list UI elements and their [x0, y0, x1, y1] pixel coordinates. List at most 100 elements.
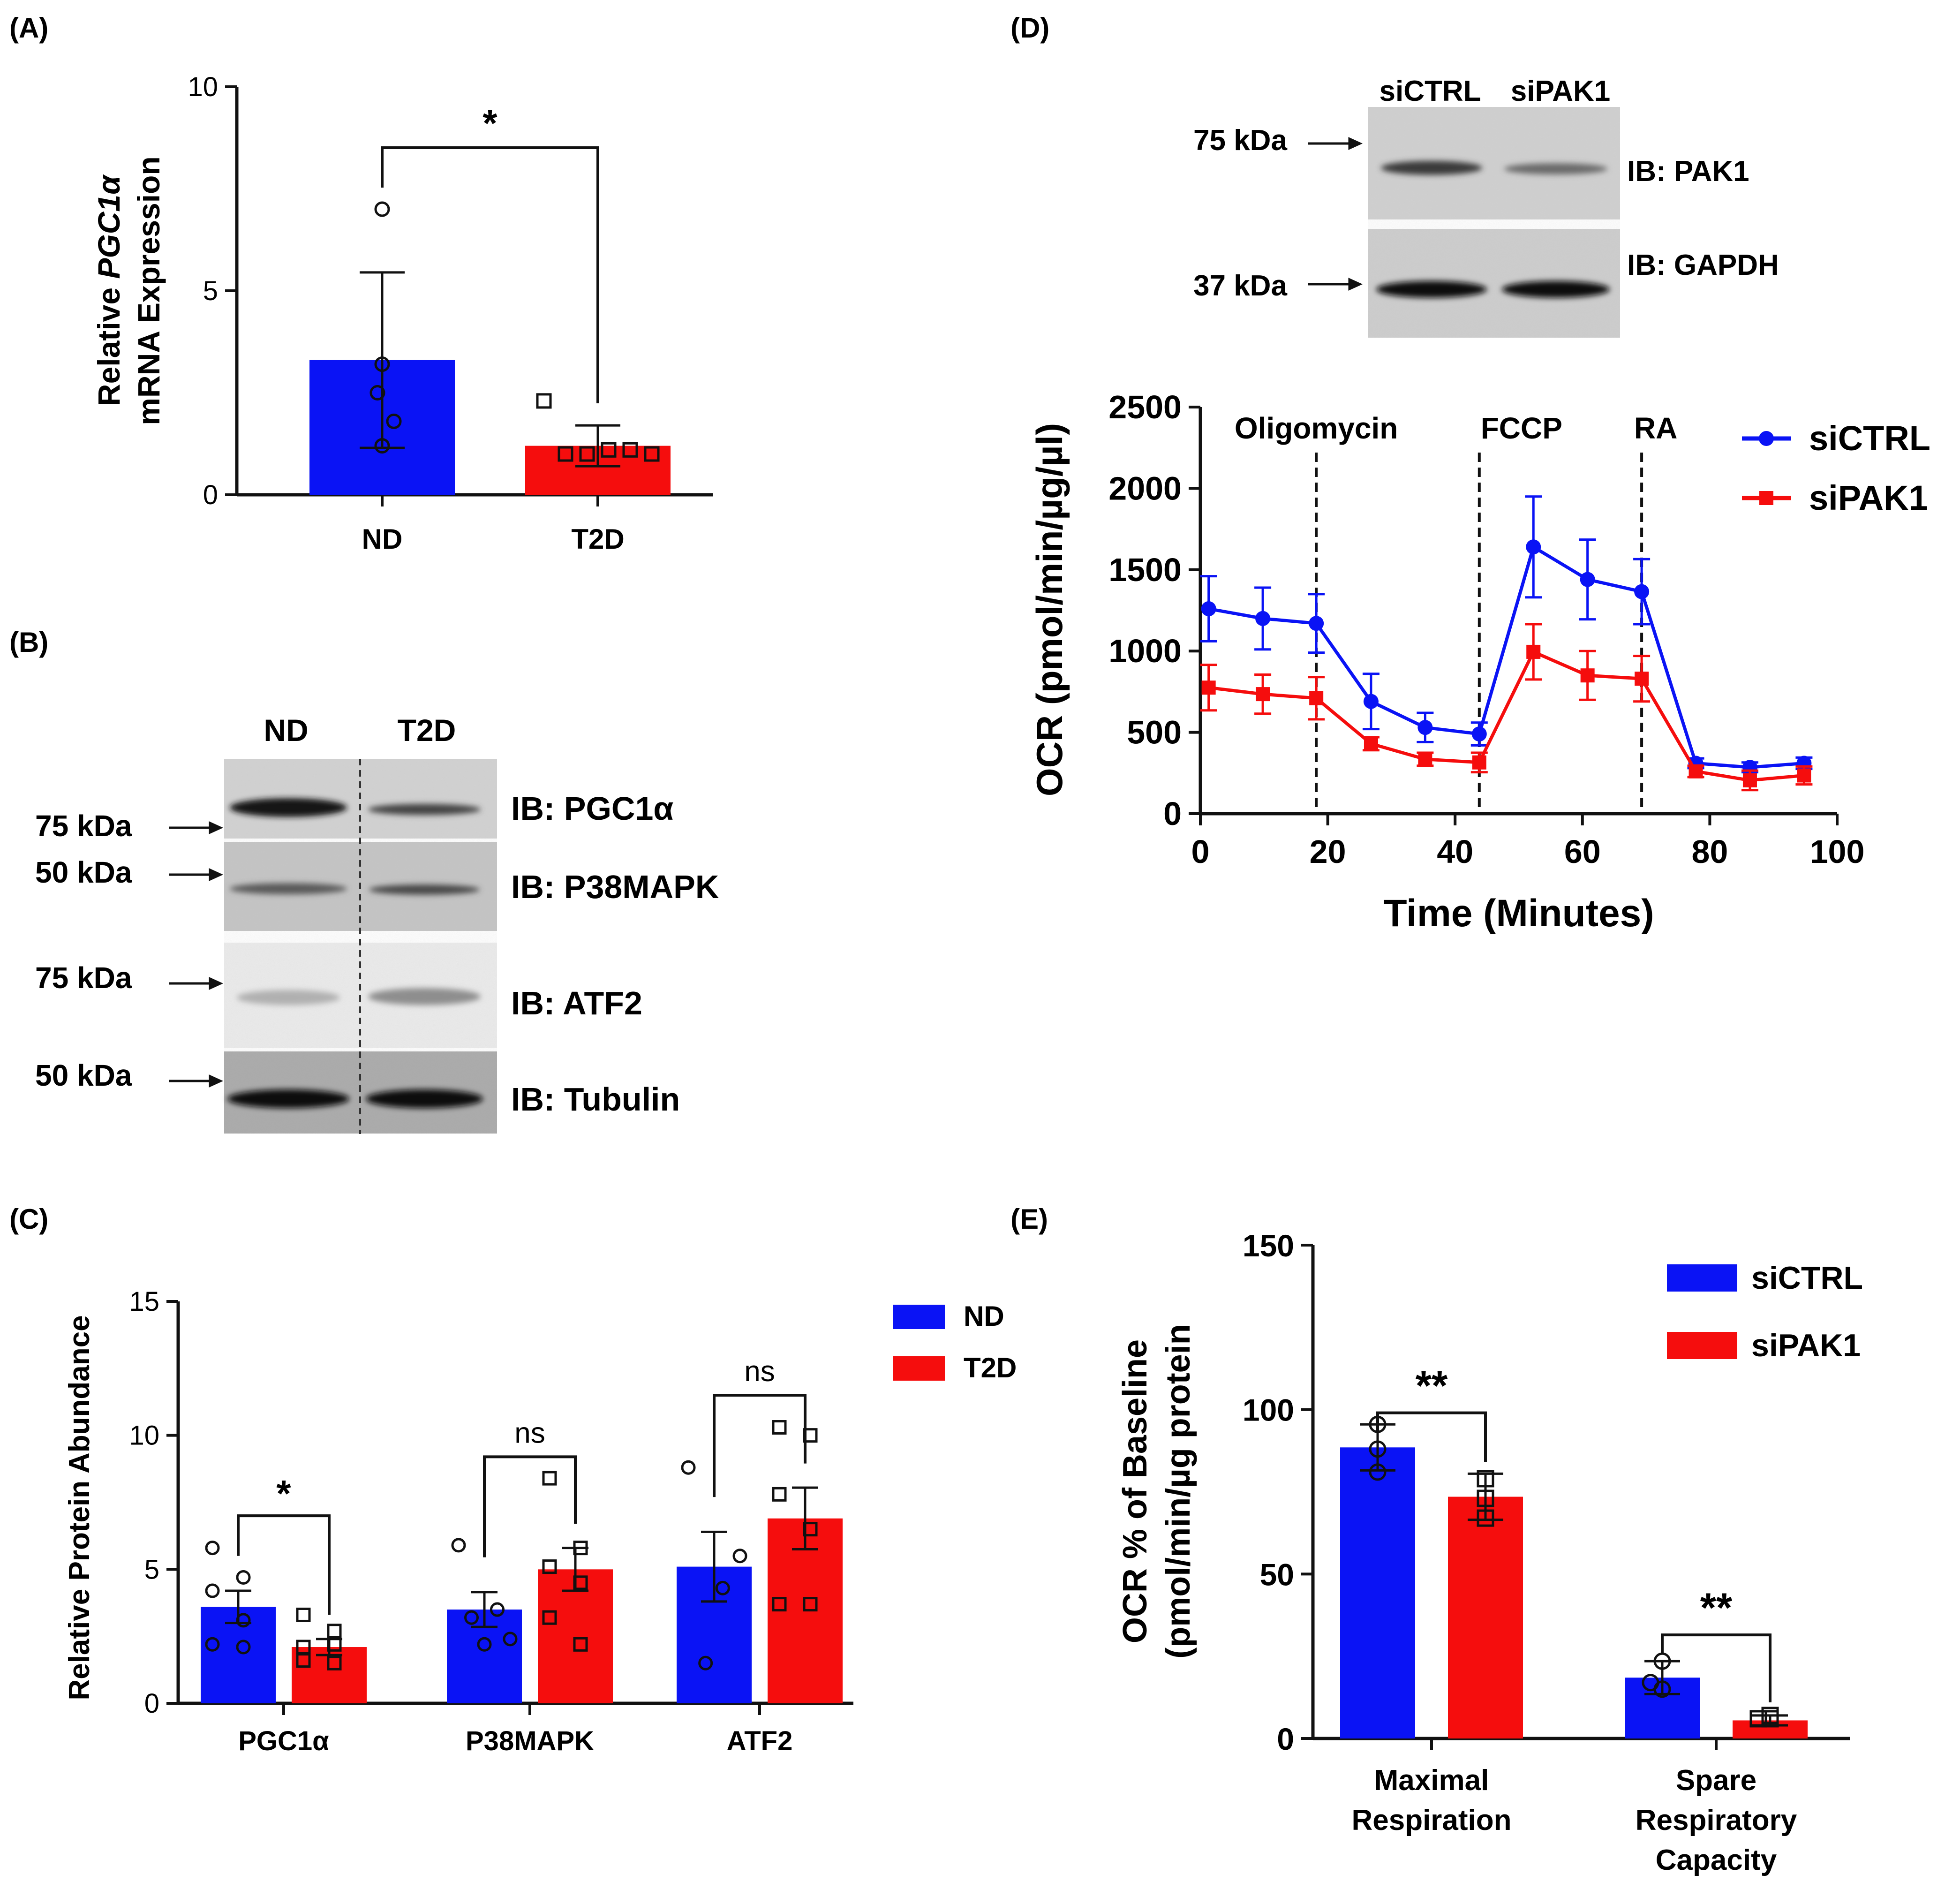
legend-swatch-nd — [893, 1305, 945, 1329]
band-pak1-sipak1 — [1504, 163, 1607, 174]
marker-arrows — [169, 821, 224, 1088]
data-point — [715, 1580, 730, 1595]
marker-label: 75 kDa — [1193, 124, 1287, 157]
data-point — [1477, 1470, 1494, 1488]
x-tick-label: 100 — [1810, 833, 1865, 870]
y-tick-label: 0 — [1163, 795, 1182, 832]
y-tick-label: 15 — [129, 1286, 159, 1317]
data-point — [236, 1613, 251, 1628]
legend-marker-sipak1 — [1759, 491, 1773, 505]
data-point-sictrl — [1309, 616, 1324, 631]
marker-label: 50 kDa — [35, 855, 132, 889]
panel-label-d: (D) — [1010, 12, 1049, 44]
data-point-sictrl — [1417, 720, 1433, 735]
data-point-sipak1 — [1580, 668, 1595, 683]
data-point — [374, 201, 390, 217]
data-point — [205, 1583, 220, 1598]
y-label-line1-pre: Relative — [91, 279, 126, 406]
legend-label-sictrl: siCTRL — [1751, 1260, 1863, 1296]
data-point — [327, 1637, 342, 1652]
y-label-line1: OCR % of Baseline — [1116, 1339, 1154, 1643]
lane-label-t2d: T2D — [398, 713, 456, 748]
svg-text:Relative PGC1α: Relative PGC1α — [91, 174, 126, 406]
y-tick-label: 1000 — [1108, 633, 1182, 669]
data-point — [1653, 1680, 1671, 1698]
data-point — [536, 393, 552, 409]
panel-label-c: (C) — [9, 1203, 48, 1235]
data-point — [503, 1632, 518, 1647]
x-tick-label: 80 — [1691, 833, 1728, 870]
x-tick-label: T2D — [571, 523, 624, 555]
data-point — [1653, 1652, 1671, 1670]
data-point — [451, 1538, 466, 1553]
data-point-sictrl — [1526, 539, 1541, 555]
bar-sictrl — [1340, 1447, 1415, 1738]
data-point-sictrl — [1363, 694, 1379, 709]
significance-bracket — [1661, 1633, 1772, 1702]
data-point — [601, 442, 617, 458]
y-label-line2: mRNA Expression — [131, 156, 166, 425]
x-tick-label: 40 — [1437, 833, 1473, 870]
y-tick-label: 5 — [144, 1554, 159, 1585]
data-point — [374, 438, 390, 454]
data-point — [573, 1637, 588, 1652]
western-blot-d: siCTRL siPAK1 75 kDa 37 kDa IB: PAK1 IB:… — [1193, 75, 1779, 338]
band-gapdh-sictrl — [1376, 281, 1487, 298]
x-axis-label: Time (Minutes) — [1383, 892, 1654, 935]
band-tubulin-t2d — [366, 1089, 483, 1108]
data-point-sipak1 — [1689, 764, 1703, 778]
significance-label: ** — [1416, 1362, 1448, 1409]
data-point — [1369, 1463, 1387, 1481]
injection-label: RA — [1634, 411, 1677, 445]
y-tick-label: 2500 — [1108, 389, 1182, 425]
data-point — [296, 1640, 311, 1655]
chart-d: OCR (pmol/min/µg/µl) Time (Minutes) 0 500… — [1029, 389, 1930, 935]
panel-label-a: (A) — [9, 12, 48, 44]
legend-marker-sictrl — [1759, 431, 1774, 446]
data-point-sipak1 — [1635, 672, 1649, 686]
legend-label-nd: ND — [964, 1300, 1004, 1332]
data-point — [490, 1602, 505, 1617]
series-line-sipak1 — [1208, 650, 1804, 782]
data-point — [772, 1487, 787, 1502]
data-point — [1761, 1710, 1779, 1728]
x-tick-label: ATF2 — [727, 1726, 793, 1756]
blot-texture — [1368, 107, 1620, 338]
y-label-line1-italic: PGC1α — [91, 174, 126, 279]
data-point — [1477, 1509, 1494, 1527]
x-tick-label: ND — [362, 523, 403, 555]
x-tick-label: P38MAPK — [466, 1726, 594, 1756]
band-atf2-t2d — [368, 988, 481, 1005]
data-point — [1749, 1710, 1767, 1728]
data-point — [558, 446, 573, 462]
legend-swatch-sipak1 — [1667, 1332, 1737, 1359]
data-point-sipak1 — [1472, 755, 1486, 770]
marker-label: 50 kDa — [35, 1058, 132, 1092]
data-point — [1369, 1440, 1387, 1458]
ib-label-gapdh: IB: GAPDH — [1627, 249, 1779, 281]
data-point — [296, 1607, 311, 1622]
injection-label: FCCP — [1481, 411, 1562, 445]
data-point-sipak1 — [1797, 768, 1811, 783]
x-tick-label: 20 — [1310, 833, 1346, 870]
data-point — [236, 1640, 251, 1655]
chart-c: Relative Protein Abundance 0 5 10 15 PGC1α * P… — [63, 1286, 1017, 1756]
data-point — [573, 1575, 588, 1590]
data-point-sictrl — [1255, 611, 1271, 626]
significance-bracket — [381, 146, 599, 403]
band-gapdh-sipak1 — [1502, 281, 1610, 298]
data-point — [681, 1460, 696, 1475]
significance-label: * — [276, 1473, 291, 1514]
legend-label-sipak1: siPAK1 — [1751, 1328, 1861, 1363]
legend-label-t2d: T2D — [964, 1352, 1017, 1383]
lane-label-sictrl: siCTRL — [1380, 75, 1481, 107]
significance-label: ns — [744, 1355, 775, 1388]
chart-a: Relative PGC1α mRNA Expression 0 5 10 ND T2D… — [91, 72, 713, 555]
y-axis-label: OCR (pmol/min/µg/µl) — [1029, 423, 1070, 796]
data-point — [386, 413, 402, 429]
marker-arrows — [1308, 137, 1363, 291]
panel-label-e: (E) — [1010, 1203, 1048, 1235]
data-point — [236, 1570, 251, 1585]
data-point-sipak1 — [1364, 736, 1378, 751]
data-point — [374, 356, 390, 372]
